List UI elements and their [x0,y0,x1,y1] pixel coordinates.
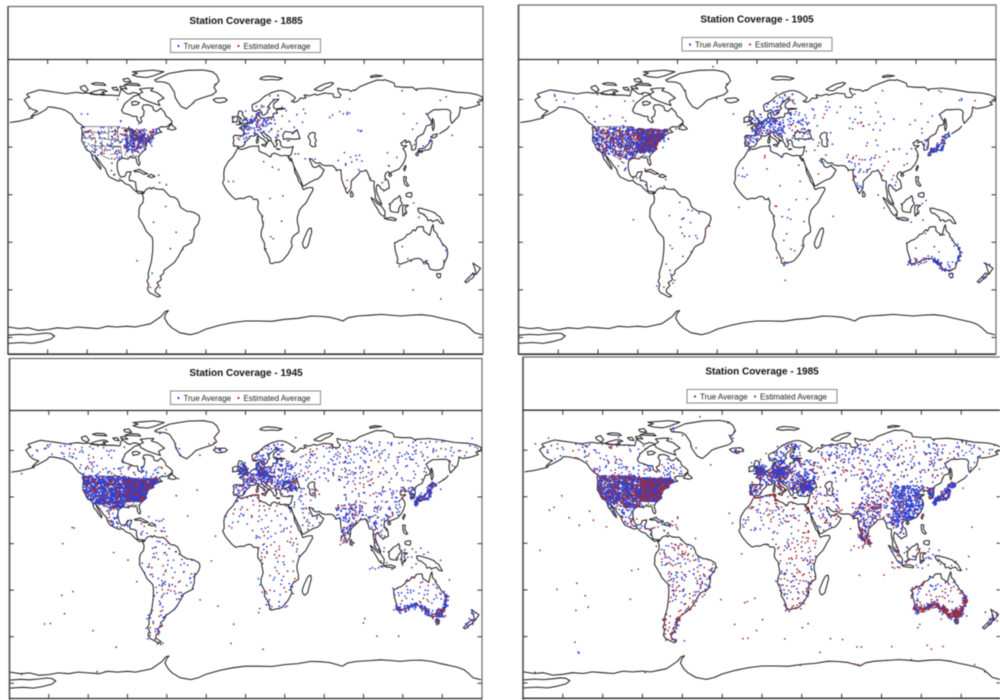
svg-text:True Average: True Average [700,393,748,402]
svg-text:True Average: True Average [184,42,232,51]
svg-text:Station Coverage - 1885: Station Coverage - 1885 [189,16,303,27]
svg-text:Estimated Average: Estimated Average [755,41,823,50]
svg-text:Station Coverage - 1905: Station Coverage - 1905 [700,15,814,26]
svg-text:Station Coverage - 1985: Station Coverage - 1985 [705,367,819,378]
svg-text:Station Coverage - 1945: Station Coverage - 1945 [189,368,303,379]
svg-text:True Average: True Average [184,394,232,403]
svg-text:Estimated Average: Estimated Average [244,42,312,51]
svg-text:Estimated Average: Estimated Average [760,393,828,402]
svg-text:Estimated Average: Estimated Average [244,394,312,403]
svg-text:True Average: True Average [695,41,743,50]
